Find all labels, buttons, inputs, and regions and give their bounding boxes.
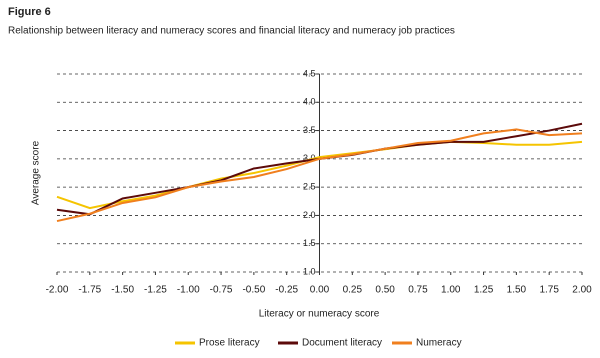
- x-tick-label: 1.00: [441, 285, 461, 296]
- x-tick-label: -0.75: [210, 285, 233, 296]
- legend-label: Prose literacy: [199, 338, 260, 349]
- y-tick-label: 2.5: [303, 182, 316, 192]
- chart-subtitle: Relationship between literacy and numera…: [8, 26, 455, 37]
- x-tick-label: -1.00: [177, 285, 200, 296]
- y-tick-label: 1.0: [303, 266, 316, 276]
- x-tick-label: 0.00: [310, 285, 330, 296]
- x-tick-label: 0.25: [343, 285, 363, 296]
- y-tick-label: 3.5: [303, 125, 316, 135]
- x-tick-label: 1.50: [507, 285, 527, 296]
- legend-label: Numeracy: [416, 338, 462, 349]
- y-tick-label: 1.5: [303, 238, 316, 248]
- chart-title: Figure 6: [8, 6, 51, 18]
- series-line: [56, 140, 583, 210]
- x-axis-label: Literacy or numeracy score: [259, 309, 380, 320]
- x-tick-label: 0.50: [375, 285, 395, 296]
- x-tick-label: -2.00: [46, 285, 69, 296]
- y-tick-label: 2.0: [303, 210, 316, 220]
- x-tick-label: -1.50: [111, 285, 134, 296]
- x-tick-label: 0.75: [408, 285, 428, 296]
- x-tick-label: 2.00: [572, 285, 592, 296]
- y-axis-label: Average score: [31, 140, 42, 205]
- x-tick-label: -0.50: [242, 285, 265, 296]
- series-line: [56, 128, 583, 223]
- y-tick-label: 3.0: [303, 153, 316, 163]
- y-tick-label: 4.0: [303, 97, 316, 107]
- x-tick-label: -0.25: [275, 285, 298, 296]
- x-tick-label: -1.25: [144, 285, 167, 296]
- x-tick-label: 1.25: [474, 285, 494, 296]
- y-tick-label: 4.5: [303, 68, 316, 78]
- legend-label: Document literacy: [302, 338, 382, 349]
- x-tick-label: 1.75: [539, 285, 559, 296]
- x-tick-label: -1.75: [78, 285, 101, 296]
